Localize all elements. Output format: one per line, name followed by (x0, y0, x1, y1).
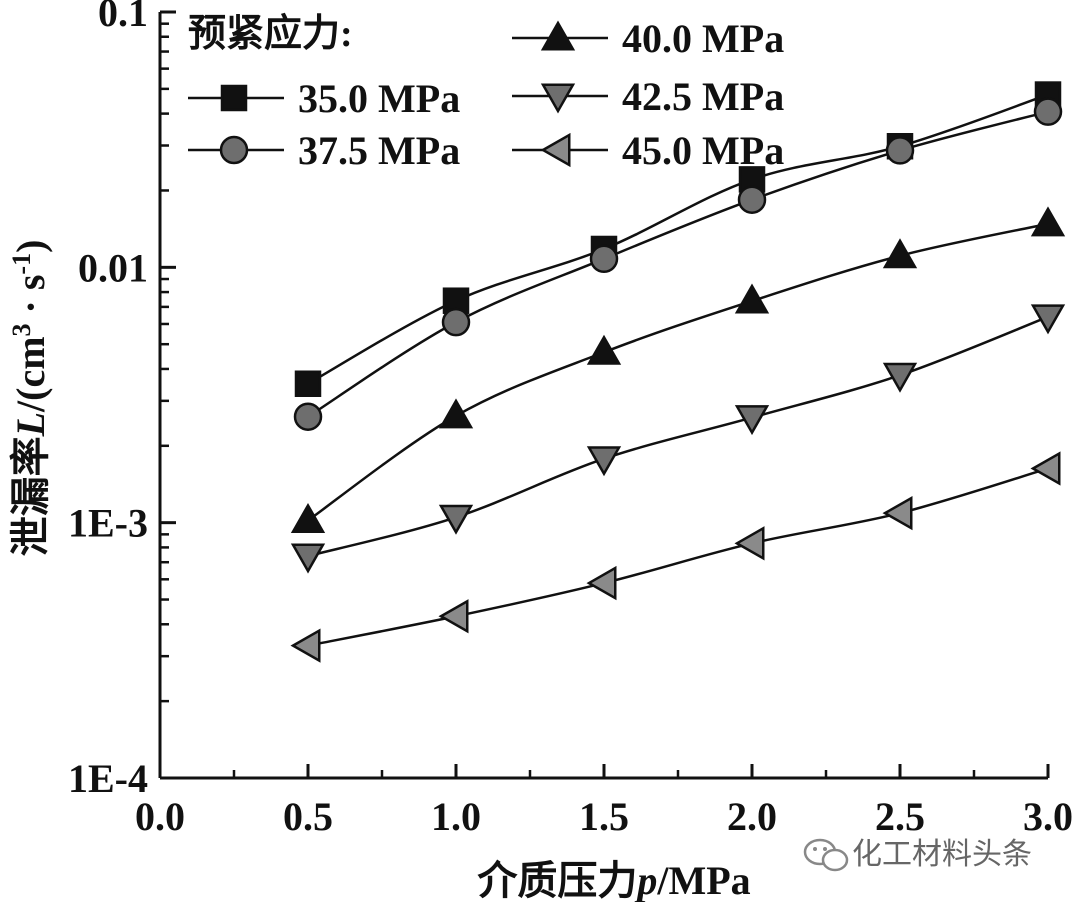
legend-item: 42.5 MPa (512, 74, 784, 119)
legend-marker (540, 83, 576, 114)
data-point (438, 599, 469, 634)
axes (158, 12, 1048, 780)
data-point (882, 362, 918, 393)
legend-item: 45.0 MPa (512, 128, 784, 173)
x-tick-label: 0.0 (135, 794, 185, 839)
wechat-icon (803, 838, 849, 872)
data-point (589, 244, 619, 274)
series-line-0 (307, 93, 1049, 385)
data-point (438, 398, 474, 429)
data-point (734, 526, 765, 561)
watermark: 化工材料头条 (803, 837, 1032, 872)
data-point (586, 565, 617, 601)
legend-item: 35.0 MPa (188, 76, 460, 121)
watermark-text: 化工材料头条 (852, 837, 1032, 872)
data-point (586, 334, 622, 365)
data-point (290, 502, 326, 533)
x-tick-label: 2.5 (875, 794, 925, 839)
x-tick-label: 3.0 (1023, 794, 1073, 839)
data-point (882, 238, 918, 269)
data-point (882, 495, 913, 531)
legend-marker (219, 135, 249, 165)
data-point (438, 504, 474, 535)
data-point (1030, 304, 1066, 335)
y-tick-label: 0.1 (98, 0, 148, 35)
legend-item: 40.0 MPa (512, 16, 784, 61)
x-tick-label: 0.5 (283, 794, 333, 839)
y-tick-label: 0.01 (78, 245, 148, 290)
series-line-2 (307, 222, 1049, 522)
data-point (737, 185, 767, 214)
legend-label: 45.0 MPa (622, 128, 784, 173)
series-line-4 (307, 467, 1049, 647)
data-point (734, 283, 770, 314)
data-point (885, 136, 915, 165)
legend-marker (540, 132, 571, 168)
data-point (586, 446, 622, 477)
x-tick-label: 1.0 (431, 794, 481, 839)
series-markers (290, 81, 1066, 663)
y-tick-label: 1E-3 (68, 501, 148, 546)
legend-title: 预紧应力: (188, 13, 353, 55)
legend-label: 35.0 MPa (298, 76, 460, 121)
series-curves (307, 93, 1049, 647)
data-point (1033, 97, 1063, 126)
data-point (290, 543, 326, 574)
data-point (734, 405, 770, 436)
y-tick-label: 1E-4 (68, 756, 148, 801)
x-axis-title: 介质压力p/MPa (477, 858, 750, 902)
x-tick-label: 2.0 (727, 794, 777, 839)
y-axis-title: 泄漏率L/(cm3 · s-1) (7, 240, 53, 557)
legend-label: 40.0 MPa (622, 16, 784, 61)
legend-item: 37.5 MPa (188, 128, 460, 173)
legend-label: 37.5 MPa (298, 128, 460, 173)
y-axis-ticks: 1E-4 1E-3 0.01 0.1 (68, 0, 176, 801)
data-point (290, 628, 321, 663)
legend: 35.0 MPa 37.5 MPa 40.0 MPa 42.5 MPa 45.0 MPa (188, 16, 784, 173)
data-point (1030, 451, 1061, 486)
series-line-1 (307, 110, 1049, 418)
data-point (441, 307, 471, 337)
data-point (293, 402, 323, 431)
data-point (1030, 206, 1066, 237)
data-point (294, 370, 322, 397)
x-tick-label: 1.5 (579, 794, 629, 839)
legend-label: 42.5 MPa (622, 74, 784, 119)
legend-marker (220, 84, 248, 112)
legend-marker (540, 20, 576, 51)
x-axis-ticks: 0.0 0.5 1.0 1.5 2.0 2.5 3.0 (135, 764, 1073, 839)
series-line-3 (307, 315, 1049, 558)
